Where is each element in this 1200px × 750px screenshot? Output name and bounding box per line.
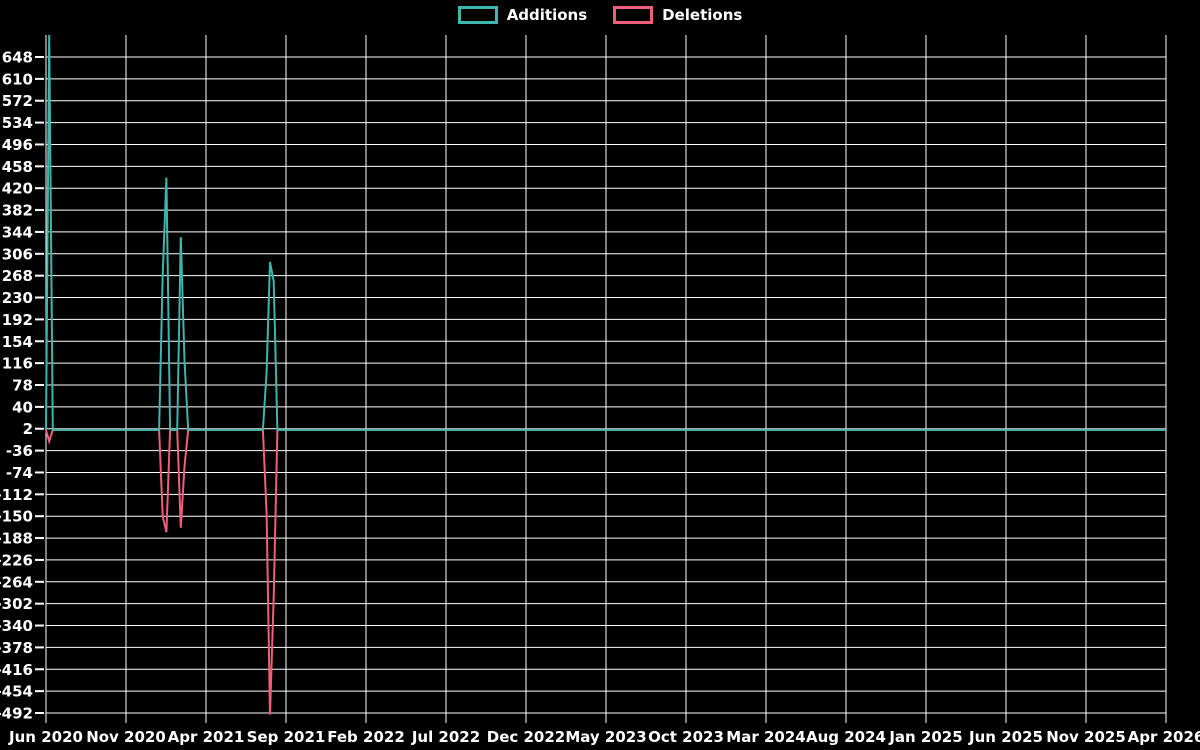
y-tick-label: 230: [2, 289, 33, 307]
chart-legend: Additions Deletions: [0, 6, 1200, 24]
y-tick-label: 458: [2, 158, 33, 176]
y-tick-label: 2: [23, 420, 33, 438]
x-tick-label: Sep 2021: [247, 728, 326, 746]
y-tick-label: 382: [2, 202, 33, 220]
y-tick-label: 192: [2, 311, 33, 329]
legend-item-additions[interactable]: Additions: [457, 6, 588, 24]
legend-item-deletions[interactable]: Deletions: [613, 6, 742, 24]
y-tick-label: -492: [0, 705, 33, 723]
y-tick-label: 610: [2, 70, 33, 88]
deletions-swatch-icon: [613, 6, 654, 24]
y-tick-label: -302: [0, 595, 33, 613]
additions-line: [45, 35, 1166, 431]
x-tick-label: Jun 2020: [8, 728, 83, 746]
y-tick-label: 534: [2, 114, 33, 132]
y-tick-label: -340: [0, 617, 33, 635]
y-tick-label: -378: [0, 639, 33, 657]
x-tick-label: Nov 2020: [86, 728, 166, 746]
additions-swatch-icon: [457, 6, 498, 24]
x-tick-label: Jun 2025: [968, 728, 1043, 746]
y-tick-label: -454: [0, 683, 33, 701]
x-tick-label: Oct 2023: [648, 728, 724, 746]
y-tick-label: 268: [2, 267, 33, 285]
x-tick-label: Jul 2022: [411, 728, 480, 746]
y-tick-label: 420: [2, 180, 33, 198]
x-tick-label: Feb 2022: [327, 728, 405, 746]
y-tick-label: -264: [0, 573, 33, 591]
x-tick-label: Dec 2022: [487, 728, 566, 746]
y-tick-label: -74: [6, 464, 33, 482]
x-tick-label: Nov 2025: [1046, 728, 1126, 746]
x-tick-label: Jan 2025: [888, 728, 962, 746]
y-tick-label: -150: [0, 508, 33, 526]
legend-additions-label: Additions: [506, 6, 588, 24]
y-tick-label: 154: [2, 333, 33, 351]
y-tick-label: 306: [2, 245, 33, 263]
y-tick-label: -226: [0, 551, 33, 569]
x-tick-label: May 2023: [565, 728, 646, 746]
y-tick-label: 572: [2, 92, 33, 110]
y-tick-label: 116: [2, 355, 33, 373]
y-tick-label: 40: [12, 398, 33, 416]
y-tick-label: 344: [2, 223, 33, 241]
y-tick-label: 496: [2, 136, 33, 154]
y-tick-label: -416: [0, 661, 33, 679]
y-tick-label: -188: [0, 530, 33, 548]
x-tick-label: Apr 2021: [168, 728, 245, 746]
legend-deletions-label: Deletions: [662, 6, 743, 24]
y-tick-label: 78: [12, 377, 33, 395]
x-tick-label: Apr 2026: [1128, 728, 1200, 746]
x-tick-label: Mar 2024: [726, 728, 805, 746]
x-tick-label: Aug 2024: [806, 728, 886, 746]
y-tick-label: 648: [2, 49, 33, 67]
y-tick-label: -36: [6, 442, 33, 460]
y-tick-label: -112: [0, 486, 33, 504]
